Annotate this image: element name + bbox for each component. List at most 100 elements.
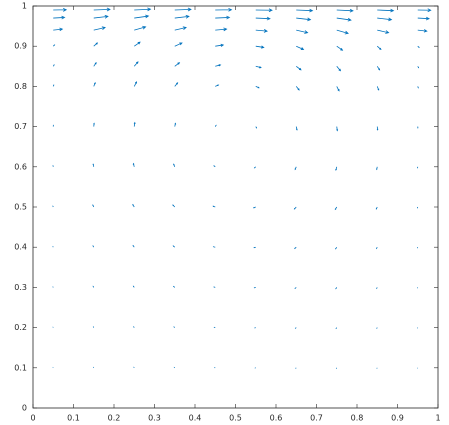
arrow (52, 84, 55, 87)
arrow (215, 27, 228, 32)
arrow (255, 45, 265, 49)
arrow (335, 327, 338, 330)
arrow (173, 326, 176, 328)
arrow (215, 15, 231, 20)
arrow (92, 285, 95, 288)
arrow (215, 64, 222, 67)
arrow (377, 17, 393, 22)
arrow (417, 8, 432, 13)
arrow (174, 26, 187, 31)
arrow (376, 66, 381, 71)
y-tick-label: 0.6 (14, 162, 27, 171)
arrow (376, 126, 379, 131)
arrow (52, 44, 56, 47)
arrow (255, 8, 273, 13)
arrow (132, 285, 135, 288)
x-tick-label: 0 (30, 414, 35, 423)
arrow (93, 81, 96, 87)
y-tick-label: 0.3 (14, 283, 27, 292)
y-tick-label: 1 (22, 2, 27, 11)
arrow (133, 121, 136, 127)
arrow (375, 206, 378, 210)
x-tick-label: 0.1 (67, 414, 80, 423)
arrow (174, 122, 177, 127)
arrow (132, 203, 135, 208)
arrow (174, 7, 192, 12)
arrow (134, 41, 141, 47)
arrow (255, 16, 271, 21)
arrow (133, 61, 139, 67)
arrow (293, 206, 297, 210)
x-tick-label: 1 (435, 414, 440, 423)
arrow (173, 163, 176, 167)
arrow (335, 287, 338, 290)
arrow (296, 65, 302, 71)
arrow (295, 86, 300, 91)
y-tick-label: 0.5 (14, 203, 27, 212)
arrow (172, 204, 176, 208)
arrow (417, 86, 419, 89)
arrow (214, 124, 217, 127)
arrow (252, 206, 256, 209)
arrow (255, 86, 260, 89)
arrow (215, 84, 220, 87)
arrow (255, 65, 262, 69)
arrow (336, 8, 354, 13)
x-tick-label: 0.8 (351, 414, 364, 423)
arrow (92, 204, 95, 208)
arrow (294, 246, 297, 250)
arrow (53, 7, 68, 12)
arrow (93, 26, 106, 31)
x-tick-label: 0.6 (270, 414, 283, 423)
arrow (92, 163, 95, 167)
arrow (377, 8, 395, 13)
arrow (376, 287, 378, 290)
y-tick-label: 0.1 (14, 363, 27, 372)
arrow (294, 287, 297, 289)
arrow (253, 246, 256, 249)
arrow (376, 247, 378, 250)
arrow (133, 81, 137, 87)
arrow (172, 245, 176, 248)
arrow (174, 42, 183, 47)
y-tick-label: 0.8 (14, 82, 27, 91)
arrow (134, 25, 147, 31)
arrow (376, 166, 378, 171)
y-tick-label: 0.4 (14, 243, 27, 252)
x-tick-label: 0.9 (391, 414, 404, 423)
arrow (417, 29, 428, 33)
arrow (212, 246, 216, 248)
arrow (132, 162, 135, 167)
arrow (133, 326, 135, 328)
arrow (296, 45, 305, 50)
arrow (296, 17, 312, 22)
arrow (174, 14, 190, 19)
arrow (215, 7, 233, 12)
x-tick-label: 0.7 (310, 414, 323, 423)
arrow (336, 86, 340, 92)
arrow (212, 205, 216, 208)
arrow (52, 64, 55, 67)
x-tick-label: 0.2 (108, 414, 121, 423)
arrow (296, 8, 314, 13)
arrow (53, 15, 66, 20)
arrow (417, 45, 420, 49)
arrow (172, 285, 176, 288)
y-tick-label: 0 (22, 404, 27, 413)
arrow (336, 126, 339, 132)
arrow (417, 66, 420, 69)
x-tick-label: 0.4 (189, 414, 202, 423)
x-tick-label: 0.3 (148, 414, 161, 423)
y-tick-label: 0.7 (14, 122, 27, 131)
arrow (174, 82, 179, 87)
y-tick-label: 0.9 (14, 42, 27, 51)
arrow (376, 86, 380, 91)
arrow (294, 327, 297, 329)
arrow (336, 29, 349, 35)
y-tick-label: 0.2 (14, 323, 27, 332)
arrow (295, 126, 298, 131)
arrow (334, 206, 338, 211)
arrow (93, 122, 95, 127)
arrow (336, 66, 342, 72)
arrow (134, 7, 152, 12)
